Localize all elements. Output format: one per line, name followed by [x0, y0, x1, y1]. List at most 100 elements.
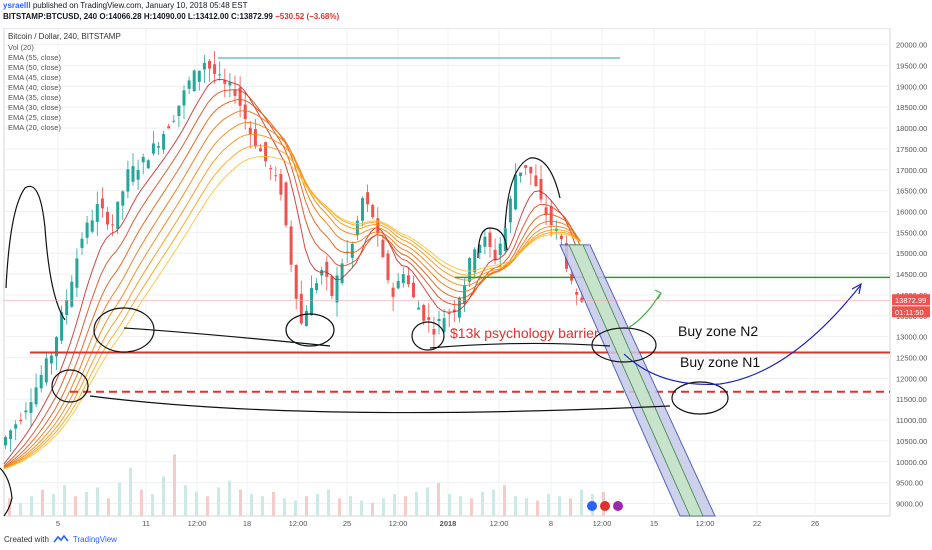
- y-tick-label: 10000.00: [896, 458, 927, 467]
- countdown-badge: [892, 306, 930, 318]
- candle-body: [366, 192, 370, 205]
- candle-body: [19, 419, 23, 422]
- x-tick-label: 2018: [440, 519, 457, 528]
- volume-bar: [96, 487, 99, 516]
- candle-body: [483, 236, 487, 247]
- y-tick-label: 9500.00: [896, 479, 923, 488]
- candle-body: [208, 60, 211, 69]
- volume-bar: [140, 489, 143, 516]
- drawn-curve: [477, 227, 508, 259]
- volume-bar: [74, 496, 77, 516]
- candle-body: [60, 312, 64, 341]
- indicator-legend-item: EMA (30, close): [8, 103, 61, 112]
- y-tick-label: 17000.00: [896, 166, 927, 175]
- y-tick-label: 18500.00: [896, 103, 927, 112]
- event-flag-icon: [587, 501, 597, 511]
- volume-bar: [30, 496, 33, 516]
- candle-body: [14, 424, 18, 429]
- volume-bar: [294, 500, 297, 516]
- price-change: −530.52 (−3.68%): [275, 12, 340, 21]
- candle-body: [417, 307, 421, 310]
- drawn-line: [429, 342, 611, 349]
- candle-body: [116, 201, 120, 229]
- candle-body: [29, 402, 33, 413]
- channel-inner-band: [568, 244, 704, 517]
- candle-body: [340, 263, 344, 283]
- candle-body: [320, 270, 324, 276]
- x-tick-label: 15: [650, 519, 658, 528]
- candle-body: [463, 285, 466, 305]
- candle-body: [432, 328, 436, 335]
- candle-body: [4, 437, 7, 446]
- candle-body: [529, 166, 533, 174]
- x-tick-label: 25: [343, 519, 351, 528]
- candle-body: [39, 374, 43, 389]
- publish-line: ysraelll published on TradingView.com, J…: [3, 1, 247, 11]
- volume-bar: [437, 483, 440, 516]
- y-tick-label: 20000.00: [896, 41, 927, 50]
- candle-body: [575, 292, 579, 295]
- drawn-circle: [51, 369, 89, 403]
- candle-body: [447, 313, 451, 315]
- ema-line: [3, 98, 581, 468]
- volume-bar: [492, 489, 495, 516]
- candle-body: [549, 205, 553, 226]
- plot-area: [3, 28, 891, 517]
- tradingview-logo-icon: [53, 535, 69, 543]
- volume-bar: [239, 489, 242, 516]
- volume-bar: [349, 496, 352, 516]
- volume-bar: [52, 494, 55, 516]
- candle-body: [24, 410, 28, 413]
- volume-bar: [371, 502, 374, 516]
- countdown-label: 01:11:50: [895, 308, 924, 317]
- volume-bar: [283, 498, 286, 516]
- y-tick-label: 17500.00: [896, 145, 927, 154]
- event-flag-icon: [600, 501, 610, 511]
- candle-body: [202, 62, 206, 70]
- volume-bar: [41, 489, 44, 516]
- author-link[interactable]: ysraelll: [3, 1, 31, 10]
- volume-bar: [393, 494, 396, 516]
- candle-body: [65, 300, 69, 316]
- candle-body: [355, 220, 359, 236]
- x-tick-label: 12:00: [490, 519, 509, 528]
- annotation-buy-zone-n2: Buy zone N2: [678, 323, 758, 339]
- volume-bar: [118, 483, 121, 516]
- volume-bar: [404, 496, 407, 516]
- candle-body: [457, 298, 461, 318]
- volume-bar: [261, 496, 264, 516]
- candle-body: [126, 169, 130, 192]
- volume-bar: [558, 496, 561, 516]
- candle-body: [264, 142, 268, 162]
- candle-body: [34, 387, 38, 405]
- indicator-legend-item: EMA (50, close): [8, 63, 61, 72]
- candle-body: [381, 239, 385, 258]
- candle-body: [412, 282, 415, 298]
- x-tick-label: 12:00: [389, 519, 408, 528]
- candle-body: [192, 70, 196, 92]
- price-chart[interactable]: 20000.00 19500.00 19000.00 18500.00 18000.00…: [0, 28, 932, 535]
- volume-bar: [327, 489, 330, 516]
- drawn-line: [89, 395, 671, 414]
- candle-body: [539, 178, 543, 200]
- volume-bar: [382, 498, 385, 516]
- green-arrow-head: [654, 289, 662, 300]
- drawn-circle: [671, 381, 729, 415]
- ohlc-open: O:14066.28: [99, 12, 142, 21]
- y-tick-label: 15500.00: [896, 228, 927, 237]
- x-tick-label: 8: [549, 519, 553, 528]
- indicator-legend-item: EMA (55, close): [8, 53, 61, 62]
- x-tick-label: 22: [753, 519, 761, 528]
- candle-body: [335, 275, 339, 303]
- candle-body: [167, 126, 171, 129]
- candle-body: [182, 90, 186, 106]
- candle-body: [157, 146, 160, 148]
- tradingview-link[interactable]: TradingView: [72, 535, 117, 544]
- annotation-buy-zone-n1: Buy zone N1: [680, 354, 760, 370]
- volume-bar: [316, 494, 319, 516]
- candle-body: [100, 198, 104, 209]
- volume-bar: [426, 487, 429, 516]
- y-tick-label: 11500.00: [896, 395, 927, 404]
- candle-body: [279, 174, 283, 195]
